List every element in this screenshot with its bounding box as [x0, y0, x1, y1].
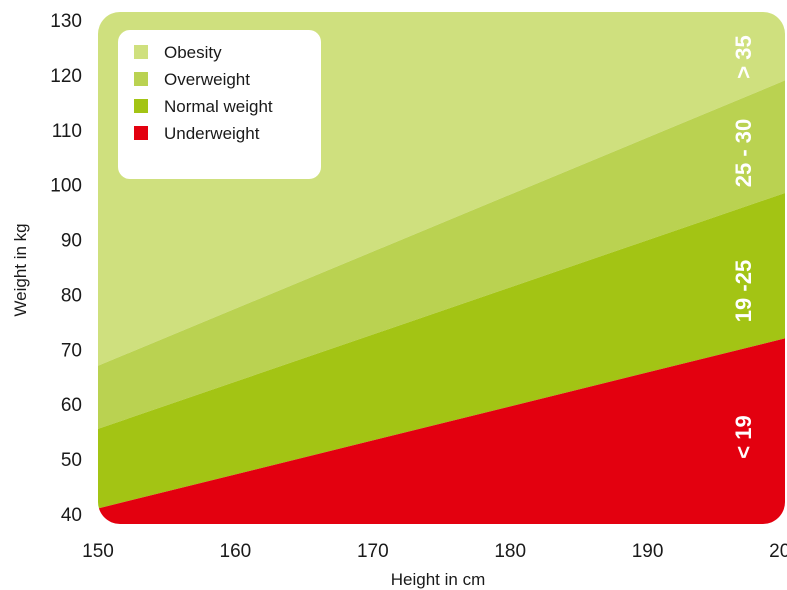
legend-swatch: [134, 126, 148, 140]
legend-swatch: [134, 99, 148, 113]
y-tick-label: 120: [50, 66, 82, 87]
y-tick-label: 110: [52, 121, 82, 142]
y-tick-label: 40: [61, 505, 82, 526]
zone-range-label: 25 - 30: [731, 119, 756, 188]
legend-label: Underweight: [164, 124, 260, 143]
x-tick-label: 150: [82, 541, 114, 562]
y-tick-label: 90: [61, 231, 82, 252]
legend-box: [118, 30, 321, 179]
zone-range-label: > 35: [731, 35, 756, 78]
x-tick-label: 180: [494, 541, 526, 562]
legend-swatch: [134, 72, 148, 86]
zone-range-label: 19 -25: [731, 260, 756, 322]
zone-underweight: [98, 328, 785, 524]
x-tick-label: 190: [632, 541, 664, 562]
legend-swatch: [134, 45, 148, 59]
y-axis-label: Weight in kg: [11, 223, 30, 316]
y-tick-label: 50: [61, 450, 82, 471]
y-axis-ticks: 40 50 60 70 80 90 100 110 120 130: [50, 11, 82, 526]
x-axis-label: Height in cm: [391, 570, 485, 589]
legend: Obesity Overweight Normal weight Underweigh…: [118, 30, 321, 179]
y-tick-label: 70: [61, 340, 82, 361]
zone-normal-weight: [98, 179, 785, 519]
y-tick-label: 130: [50, 11, 82, 32]
x-tick-label: 160: [220, 541, 252, 562]
y-tick-label: 80: [61, 285, 82, 306]
x-tick-label: 170: [357, 541, 389, 562]
zone-range-label: < 19: [731, 415, 756, 458]
zone-labels: > 35 25 - 30 19 -25 < 19: [731, 35, 756, 458]
x-axis-ticks: 150 160 170 180 190 200: [82, 541, 787, 562]
y-tick-label: 100: [50, 176, 82, 197]
x-tick-label: 200: [769, 541, 787, 562]
legend-label: Overweight: [164, 70, 250, 89]
legend-label: Obesity: [164, 43, 222, 62]
legend-label: Normal weight: [164, 97, 273, 116]
y-tick-label: 60: [61, 395, 82, 416]
zone-overweight: [98, 63, 785, 443]
